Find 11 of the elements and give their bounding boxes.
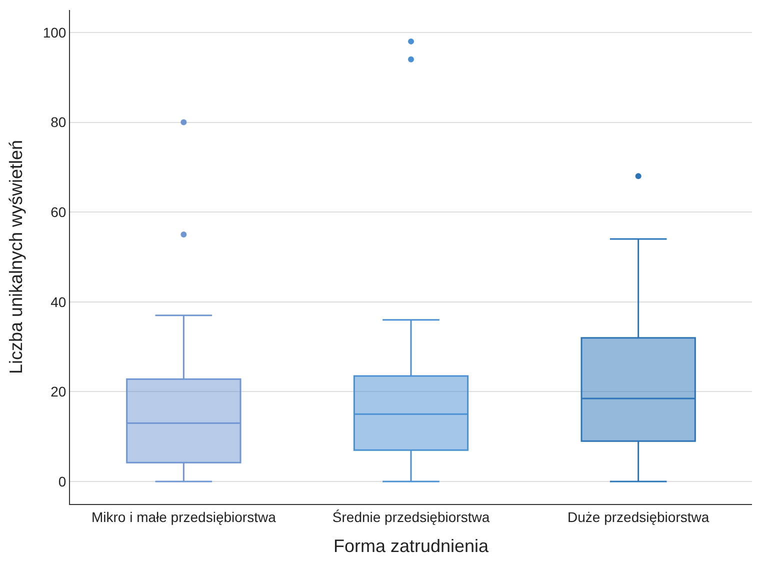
- y-tick-label: 0: [58, 473, 66, 490]
- y-tick-label: 60: [50, 204, 66, 220]
- y-axis-title: Liczba unikalnych wyświetleń: [6, 140, 26, 374]
- x-tick-label: Średnie przedsiębiorstwa: [332, 508, 490, 525]
- y-tick-label: 100: [42, 24, 66, 40]
- x-tick-label: Mikro i małe przedsiębiorstwa: [91, 508, 276, 525]
- x-axis-title: Forma zatrudnienia: [333, 536, 490, 556]
- y-tick-label: 40: [50, 294, 66, 310]
- y-tick-label: 80: [50, 114, 66, 130]
- x-tick-label: Duże przedsiębiorstwa: [568, 508, 710, 525]
- y-tick-label: 20: [50, 384, 66, 400]
